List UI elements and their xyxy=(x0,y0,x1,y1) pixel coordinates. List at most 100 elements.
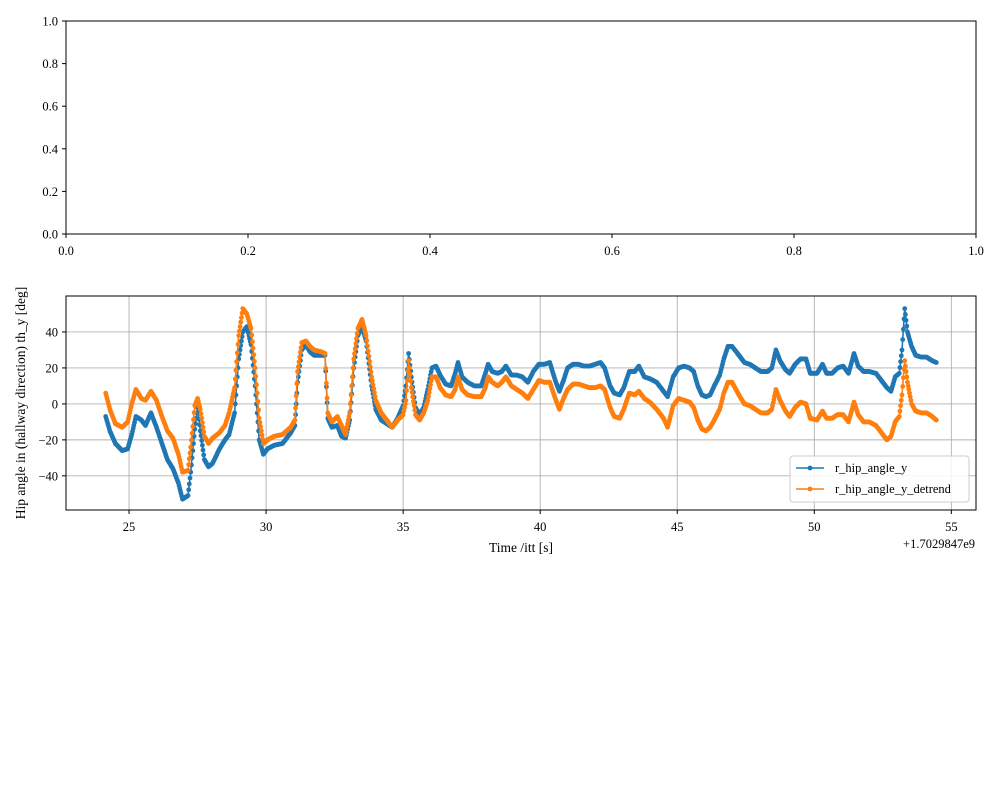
data-point-r-hip-angle-y-detrend-321 xyxy=(323,366,329,371)
data-point-r-hip-angle-y-detrend-1173 xyxy=(907,390,912,396)
data-point-r-hip-angle-y-142 xyxy=(200,447,206,453)
data-point-r-hip-angle-y-detrend-439 xyxy=(404,388,409,393)
data-point-r-hip-angle-y-detrend-277 xyxy=(293,405,298,411)
data-point-r-hip-angle-y-detrend-358 xyxy=(348,392,354,398)
data-point-r-hip-angle-y-detrend-446 xyxy=(409,385,414,391)
data-point-r-hip-angle-y-122 xyxy=(186,481,192,487)
data-point-r-hip-angle-y-detrend-198 xyxy=(239,315,244,320)
legend: r_hip_angle_y r_hip_angle_y_detrend xyxy=(789,455,970,503)
data-point-r-hip-angle-y-detrend-390 xyxy=(370,382,376,388)
data-point-r-hip-angle-y-detrend-1158 xyxy=(896,414,902,419)
data-point-r-hip-angle-y-detrend-191 xyxy=(234,359,240,364)
data-point-r-hip-angle-y-140 xyxy=(199,438,205,443)
data-point-r-hip-angle-y-detrend-391 xyxy=(371,386,377,391)
series-r-hip-angle-y-detrend xyxy=(103,306,939,475)
y-axis-label: Hip angle in (hallway direction) th_y [d… xyxy=(13,287,28,519)
data-point-r-hip-angle-y-detrend-470 xyxy=(425,397,431,403)
data-point-r-hip-angle-y-detrend-359 xyxy=(349,383,355,389)
data-point-r-hip-angle-y-detrend-1175 xyxy=(908,397,914,403)
data-point-r-hip-angle-y-detrend-350 xyxy=(343,432,348,437)
data-point-r-hip-angle-y-detrend-473 xyxy=(427,386,433,391)
data-point-r-hip-angle-y-detrend-323 xyxy=(324,395,330,401)
x-tick-label-2: 35 xyxy=(397,520,410,534)
data-point-r-hip-angle-y-detrend-388 xyxy=(369,374,374,380)
data-point-r-hip-angle-y-detrend-225 xyxy=(257,420,263,425)
data-point-r-hip-angle-y-detrend-447 xyxy=(409,389,415,395)
data-point-r-hip-angle-y-detrend-471 xyxy=(426,394,431,399)
data-point-r-hip-angle-y-detrend-190 xyxy=(233,367,239,373)
data-point-r-hip-angle-y-198 xyxy=(239,338,244,344)
data-point-r-hip-angle-y-detrend-1160 xyxy=(898,403,903,409)
top-y-tick-label-0: 0.0 xyxy=(42,228,58,242)
x-tick-label-6: 55 xyxy=(945,520,958,534)
y-tick-label-4: 40 xyxy=(46,325,59,339)
data-point-r-hip-angle-y-detrend-360 xyxy=(350,374,355,380)
data-point-r-hip-angle-y-detrend-218 xyxy=(252,365,258,371)
data-point-r-hip-angle-y-detrend-1168 xyxy=(903,369,909,374)
data-point-r-hip-angle-y-detrend-1171 xyxy=(905,383,911,389)
top-y-tick-label-4: 0.8 xyxy=(42,57,58,71)
top-empty-axes: 0.0 0.2 0.4 0.6 0.8 1.0 0.0 0.2 0.4 0.6 0.8 1.0 xyxy=(42,15,983,259)
data-point-r-hip-angle-y-detrend-365 xyxy=(353,341,359,347)
data-point-r-hip-angle-y-detrend-121 xyxy=(186,462,192,467)
data-point-r-hip-angle-y-detrend-188 xyxy=(232,385,238,391)
data-point-r-hip-angle-y-detrend-364 xyxy=(352,346,358,352)
data-point-r-hip-angle-y-detrend-383 xyxy=(365,348,371,354)
data-point-r-hip-angle-y-1168 xyxy=(903,317,909,323)
top-y-tick-label-2: 0.4 xyxy=(42,142,58,156)
data-point-r-hip-angle-y-detrend-384 xyxy=(366,353,372,359)
data-point-r-hip-angle-y-detrend-475 xyxy=(428,378,434,384)
data-point-r-hip-angle-y-detrend-221 xyxy=(254,390,260,396)
data-point-r-hip-angle-y-detrend-1166 xyxy=(902,358,908,364)
data-point-r-hip-angle-y-detrend-227 xyxy=(258,428,264,434)
data-point-r-hip-angle-y-detrend-361 xyxy=(350,365,356,371)
data-point-r-hip-angle-y-detrend-194 xyxy=(236,333,242,338)
data-point-r-hip-angle-y-detrend-381 xyxy=(364,338,370,344)
data-point-r-hip-angle-y-1163 xyxy=(900,337,906,342)
data-point-r-hip-angle-y-188 xyxy=(232,410,238,416)
data-point-r-hip-angle-y-detrend-142 xyxy=(200,424,206,430)
data-point-r-hip-angle-y-442 xyxy=(406,351,411,356)
data-point-r-hip-angle-y-detrend-355 xyxy=(346,414,352,419)
data-point-r-hip-angle-y-detrend-443 xyxy=(406,365,412,370)
data-point-r-hip-angle-y-detrend-223 xyxy=(256,407,261,413)
data-point-r-hip-angle-y-detrend-128 xyxy=(191,417,196,422)
data-point-r-hip-angle-y-1160 xyxy=(898,359,903,364)
data-point-r-hip-angle-y-detrend-386 xyxy=(367,364,373,369)
top-y-tick-label-3: 0.6 xyxy=(42,100,58,114)
data-point-r-hip-angle-y-141 xyxy=(200,442,205,448)
data-point-r-hip-angle-y-120 xyxy=(185,493,191,498)
data-point-r-hip-angle-y-detrend-449 xyxy=(411,398,416,404)
data-point-r-hip-angle-y-detrend-129 xyxy=(191,410,197,415)
data-point-r-hip-angle-y-detrend-367 xyxy=(354,331,360,336)
data-point-r-hip-angle-y-1158 xyxy=(896,370,902,376)
data-point-r-hip-angle-y-detrend-320 xyxy=(322,351,328,356)
data-point-r-hip-angle-y-detrend-283 xyxy=(297,354,303,360)
data-point-r-hip-angle-y-detrend-214 xyxy=(250,339,255,344)
data-point-r-hip-angle-y-detrend-1212 xyxy=(933,417,939,423)
data-point-r-hip-angle-y-detrend-126 xyxy=(189,430,195,436)
data-point-r-hip-angle-y-detrend-392 xyxy=(372,390,377,395)
legend-marker-r-hip-angle-y xyxy=(807,465,813,471)
data-point-r-hip-angle-y-detrend-387 xyxy=(368,369,374,375)
top-x-tick-label-2: 0.4 xyxy=(422,244,438,258)
data-point-r-hip-angle-y-detrend-280 xyxy=(295,369,300,374)
data-point-r-hip-angle-y-detrend-442 xyxy=(406,358,411,364)
data-point-r-hip-angle-y-detrend-352 xyxy=(344,424,350,430)
data-point-r-hip-angle-y-detrend-140 xyxy=(199,415,205,421)
data-point-r-hip-angle-y-detrend-451 xyxy=(412,407,418,413)
top-x-tick-label-0: 0.0 xyxy=(58,244,74,258)
data-point-r-hip-angle-y-detrend-472 xyxy=(426,390,432,395)
data-point-r-hip-angle-y-detrend-284 xyxy=(298,349,303,355)
top-x-tick-label-5: 1.0 xyxy=(968,244,984,258)
data-point-r-hip-angle-y-detrend-393 xyxy=(372,394,378,399)
data-point-r-hip-angle-y-detrend-195 xyxy=(237,328,242,334)
data-point-r-hip-angle-y-detrend-1169 xyxy=(904,374,910,380)
data-point-r-hip-angle-y-detrend-141 xyxy=(200,420,205,426)
data-point-r-hip-angle-y-detrend-380 xyxy=(363,333,369,338)
data-point-r-hip-angle-y-detrend-127 xyxy=(190,424,196,429)
data-point-r-hip-angle-y-detrend-215 xyxy=(250,345,256,351)
data-point-r-hip-angle-y-detrend-1161 xyxy=(898,397,904,403)
data-point-r-hip-angle-y-detrend-224 xyxy=(256,415,262,421)
